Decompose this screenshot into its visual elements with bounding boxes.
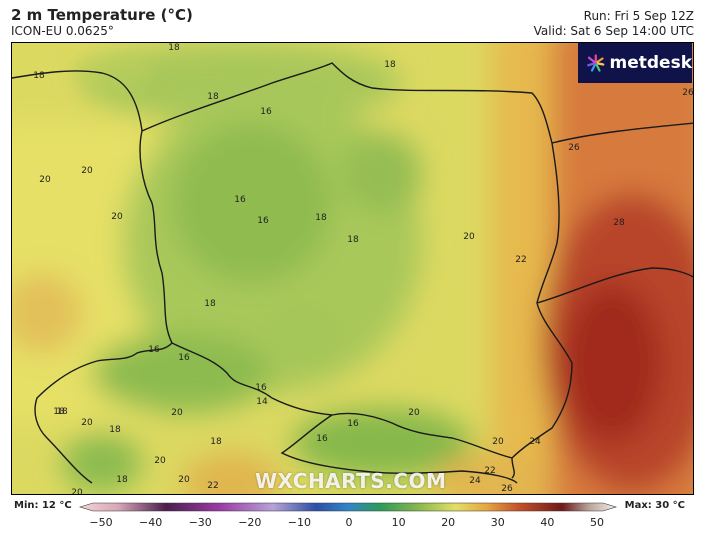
- scale-tick-label: 40: [540, 516, 555, 529]
- contour-label: 18: [315, 213, 327, 223]
- scale-tick-label: −20: [238, 516, 262, 529]
- contour-label: 20: [178, 475, 190, 485]
- contour-label: 22: [515, 255, 526, 265]
- contour-label: 26: [501, 484, 513, 494]
- north-coast-cool: [82, 43, 402, 123]
- contour-label: 18: [384, 60, 396, 70]
- contour-label: 20: [111, 212, 123, 222]
- west-orange-patch: [12, 273, 82, 353]
- metdesk-logo: metdesk: [578, 43, 692, 83]
- contour-label: 20: [81, 166, 93, 176]
- contour-label: 18: [116, 475, 128, 485]
- cool-spot-2: [72, 53, 152, 93]
- scale-tick-label: −50: [89, 516, 113, 529]
- map-canvas: 18 18 18 18 16 16 16 18 18 20 20 20 20 1…: [12, 43, 694, 495]
- contour-label: 18: [109, 425, 121, 435]
- northeast-cool-core: [342, 133, 422, 213]
- central-cool-core: [172, 123, 332, 283]
- contour-label: 18: [210, 437, 222, 447]
- contour-label: 18: [207, 92, 219, 102]
- contour-label: 20: [71, 488, 83, 495]
- contour-label: 24: [469, 476, 481, 486]
- model-name: ICON-EU 0.0625°: [11, 24, 114, 38]
- scale-tick-label: 50: [590, 516, 604, 529]
- country-borders: [12, 62, 693, 484]
- border-germany-coast: [12, 70, 143, 132]
- contour-label: 16: [260, 107, 272, 117]
- min-temperature-label: Min: 12 °C: [14, 500, 72, 511]
- sudetes-cool: [92, 333, 272, 413]
- run-time: Run: Fri 5 Sep 12Z: [583, 9, 694, 23]
- contour-label: 22: [484, 466, 495, 476]
- contour-label: 20: [39, 175, 51, 185]
- border-czech-south: [34, 360, 98, 484]
- contour-label: 16: [255, 383, 267, 393]
- scale-tick-label: −10: [287, 516, 311, 529]
- scale-gradient: [78, 502, 618, 512]
- east-hottest: [562, 283, 662, 443]
- contour-label: 20: [154, 456, 166, 466]
- contour-label: 14: [256, 397, 268, 407]
- border-slovakia: [280, 414, 518, 484]
- border-lithuania: [551, 122, 693, 144]
- wxcharts-watermark: WXCHARTS.COM: [255, 469, 447, 493]
- border-east: [511, 142, 573, 479]
- contour-label: 16: [178, 353, 190, 363]
- contour-label: 24: [529, 437, 541, 447]
- scale-tick-label: 0: [345, 516, 353, 529]
- contour-label: 16: [257, 216, 269, 226]
- contour-label: 18: [33, 71, 45, 81]
- contour-label: 20: [492, 437, 504, 447]
- border-ukraine-belarus: [536, 267, 693, 304]
- scale-tick-label: 30: [490, 516, 505, 529]
- south-warm: [432, 453, 552, 494]
- border-baltic-coast: [141, 62, 553, 144]
- metdesk-logo-icon: [587, 54, 605, 72]
- contour-label: 18: [168, 43, 180, 53]
- carpathians-cool: [292, 408, 472, 478]
- contour-label: 20: [408, 408, 420, 418]
- cool-spot-1: [262, 303, 342, 363]
- color-scale-bar: [78, 502, 618, 512]
- contour-label: 16: [234, 195, 246, 205]
- contour-label: 16: [316, 434, 328, 444]
- max-temperature-label: Max: 30 °C: [624, 500, 685, 511]
- contour-label: 16: [148, 345, 160, 355]
- scale-tick-label: −30: [188, 516, 212, 529]
- border-west: [96, 130, 173, 362]
- contour-label: 18: [204, 299, 216, 309]
- contour-label: 16: [347, 419, 359, 429]
- contour-label: 18: [56, 407, 68, 417]
- map-title: 2 m Temperature (°C): [11, 6, 193, 24]
- contour-label: 26: [682, 88, 694, 98]
- contour-label: 20: [463, 232, 475, 242]
- contour-labels: 18 18 18 18 16 16 16 18 18 20 20 20 20 1…: [33, 43, 694, 495]
- contour-label: 18: [53, 407, 65, 417]
- scale-tick-label: −40: [138, 516, 163, 529]
- contour-label: 28: [613, 218, 625, 228]
- contour-label: 20: [81, 418, 93, 428]
- sw-warm: [182, 453, 282, 494]
- contour-label: 26: [568, 143, 580, 153]
- contour-label: 22: [207, 481, 218, 491]
- contour-label: 20: [171, 408, 183, 418]
- logo-text: metdesk: [609, 53, 693, 73]
- scale-tick-label: 10: [391, 516, 406, 529]
- contour-label: 18: [347, 235, 359, 245]
- sw-cool: [62, 433, 142, 493]
- scale-tick-label: 20: [441, 516, 456, 529]
- temperature-map[interactable]: 18 18 18 18 16 16 16 18 18 20 20 20 20 1…: [11, 42, 694, 495]
- valid-time: Valid: Sat 6 Sep 14:00 UTC: [533, 24, 694, 38]
